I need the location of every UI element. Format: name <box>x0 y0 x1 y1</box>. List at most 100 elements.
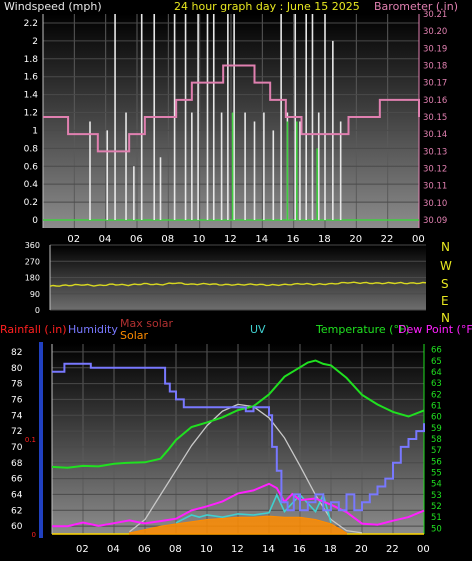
direction-tick-label: 270 <box>25 257 40 266</box>
windspeed-tick-label: 1.4 <box>24 91 39 101</box>
top-x-tick-label: 18 <box>318 234 331 245</box>
barometer-tick-label: 30.09 <box>423 216 447 226</box>
humidity-tick-label: 70 <box>11 443 23 453</box>
top-x-tick-label: 12 <box>224 234 237 245</box>
humidity-axis-title: Humidity <box>68 323 118 336</box>
humidity-tick-label: 76 <box>11 395 23 405</box>
rainfall-axis-title: Rainfall (.in) <box>0 323 67 336</box>
barometer-axis-title: Barometer (.in) <box>374 0 458 13</box>
barometer-tick-label: 30.11 <box>423 182 447 192</box>
humidity-line <box>52 362 425 512</box>
windspeed-tick-label: 2.2 <box>24 19 38 29</box>
uv-line <box>175 492 332 524</box>
bottom-x-tick-label: 08 <box>169 544 182 555</box>
barometer-tick-label: 30.16 <box>423 96 447 106</box>
top-x-tick-label: 14 <box>255 234 268 245</box>
humidity-tick-label: 72 <box>11 427 22 437</box>
direction-tick-label: 0 <box>35 306 40 315</box>
direction-tick-label: 90 <box>30 290 40 299</box>
direction-tick-label: 360 <box>25 241 40 250</box>
dew-point-line <box>52 482 425 528</box>
windspeed-axis-title: Windspeed (mph) <box>4 0 102 13</box>
barometer-tick-label: 30.19 <box>423 44 447 54</box>
rain-axis-bar <box>39 342 43 538</box>
windspeed-tick-label: 0.2 <box>24 198 38 208</box>
barometer-tick-label: 30.10 <box>423 199 447 209</box>
humidity-tick-label: 82 <box>11 348 22 358</box>
temperature-tick-label: 55 <box>431 469 442 479</box>
compass-s: S <box>441 277 449 291</box>
temperature-tick-label: 65 <box>431 357 442 367</box>
wind-direction-line <box>49 281 427 287</box>
temperature-tick-label: 61 <box>431 401 442 411</box>
top-x-tick-label: 10 <box>193 234 206 245</box>
temperature-axis-title: Temperature (°F) <box>315 323 410 336</box>
bottom-x-tick-label: 04 <box>107 544 120 555</box>
humidity-tick-label: 60 <box>11 522 23 532</box>
windspeed-tick-label: 0 <box>32 216 38 226</box>
windspeed-tick-label: 1.6 <box>24 73 39 83</box>
top-x-tick-label: 16 <box>287 234 300 245</box>
direction-tick-label: 180 <box>25 274 40 283</box>
barometer-tick-label: 30.13 <box>423 147 447 157</box>
uv-legend: UV <box>250 323 266 336</box>
temperature-tick-label: 59 <box>431 424 442 434</box>
compass-n-bottom: N <box>441 311 450 325</box>
wind-baro-panel: 02 04 06 08 10 12 14 16 18 20 22 0000.20.40.60.811.… <box>24 10 448 245</box>
temperature-tick-label: 52 <box>431 502 442 512</box>
top-x-tick-label: 02 <box>67 234 80 245</box>
temperature-tick-label: 57 <box>431 446 442 456</box>
bottom-x-tick-label: 22 <box>386 544 399 555</box>
temperature-tick-label: 51 <box>431 513 442 523</box>
bottom-x-tick-label: 00 <box>417 544 430 555</box>
windspeed-tick-label: 0.4 <box>24 180 39 190</box>
humidity-tick-label: 78 <box>11 380 23 390</box>
temperature-tick-label: 50 <box>431 524 442 534</box>
barometer-tick-label: 30.17 <box>423 79 447 89</box>
barometer-tick-label: 30.12 <box>423 165 447 175</box>
temperature-tick-label: 62 <box>431 390 442 400</box>
bottom-x-tick-label: 06 <box>138 544 151 555</box>
top-x-tick-label: 06 <box>130 234 143 245</box>
max-solar-legend: Max solar <box>120 317 173 330</box>
humidity-tick-label: 68 <box>11 459 23 469</box>
barometer-tick-label: 30.14 <box>423 130 447 140</box>
direction-panel: 0 90 180 270 360 <box>25 241 427 315</box>
temperature-tick-label: 66 <box>431 346 442 356</box>
barometer-line <box>43 64 420 153</box>
windspeed-tick-label: 2 <box>32 37 38 47</box>
bottom-x-tick-label: 10 <box>200 544 213 555</box>
humidity-tick-label: 66 <box>11 475 23 485</box>
barometer-tick-label: 30.15 <box>423 113 447 123</box>
humidity-tick-label: 74 <box>11 411 23 421</box>
windspeed-tick-label: 0.6 <box>24 162 39 172</box>
humidity-tick-label: 64 <box>11 490 23 500</box>
temperature-tick-label: 56 <box>431 457 442 467</box>
windspeed-tick-label: 1.8 <box>24 55 39 65</box>
bottom-x-tick-label: 18 <box>324 544 337 555</box>
top-x-tick-label: 00 <box>412 234 425 245</box>
bottom-x-tick-label: 02 <box>76 544 89 555</box>
rain-tick-label: 0.1 <box>25 436 36 444</box>
humidity-tick-label: 62 <box>11 506 22 516</box>
top-x-tick-label: 22 <box>381 234 394 245</box>
temp-panel: 02 04 06 08 10 12 14 16 18 20 22 00 60 62 64 66 68 70 72 74… <box>11 344 442 555</box>
temperature-tick-label: 54 <box>431 480 442 490</box>
compass-w: W <box>440 259 452 273</box>
top-x-tick-label: 08 <box>161 234 174 245</box>
solar-legend: Solar <box>120 329 149 342</box>
solar-area <box>129 515 347 535</box>
windspeed-tick-label: 1 <box>32 126 38 136</box>
humidity-tick-label: 80 <box>11 364 23 374</box>
temperature-tick-label: 60 <box>431 413 442 423</box>
bottom-x-tick-label: 20 <box>355 544 368 555</box>
compass-e: E <box>441 294 449 308</box>
windspeed-tick-label: 0.8 <box>24 144 39 154</box>
bottom-x-tick-label: 14 <box>262 544 275 555</box>
temperature-tick-label: 58 <box>431 435 442 445</box>
rain-tick-label: 0 <box>32 531 36 539</box>
compass-n-top: N <box>441 240 450 254</box>
temperature-tick-label: 53 <box>431 491 442 501</box>
top-x-tick-label: 04 <box>99 234 112 245</box>
